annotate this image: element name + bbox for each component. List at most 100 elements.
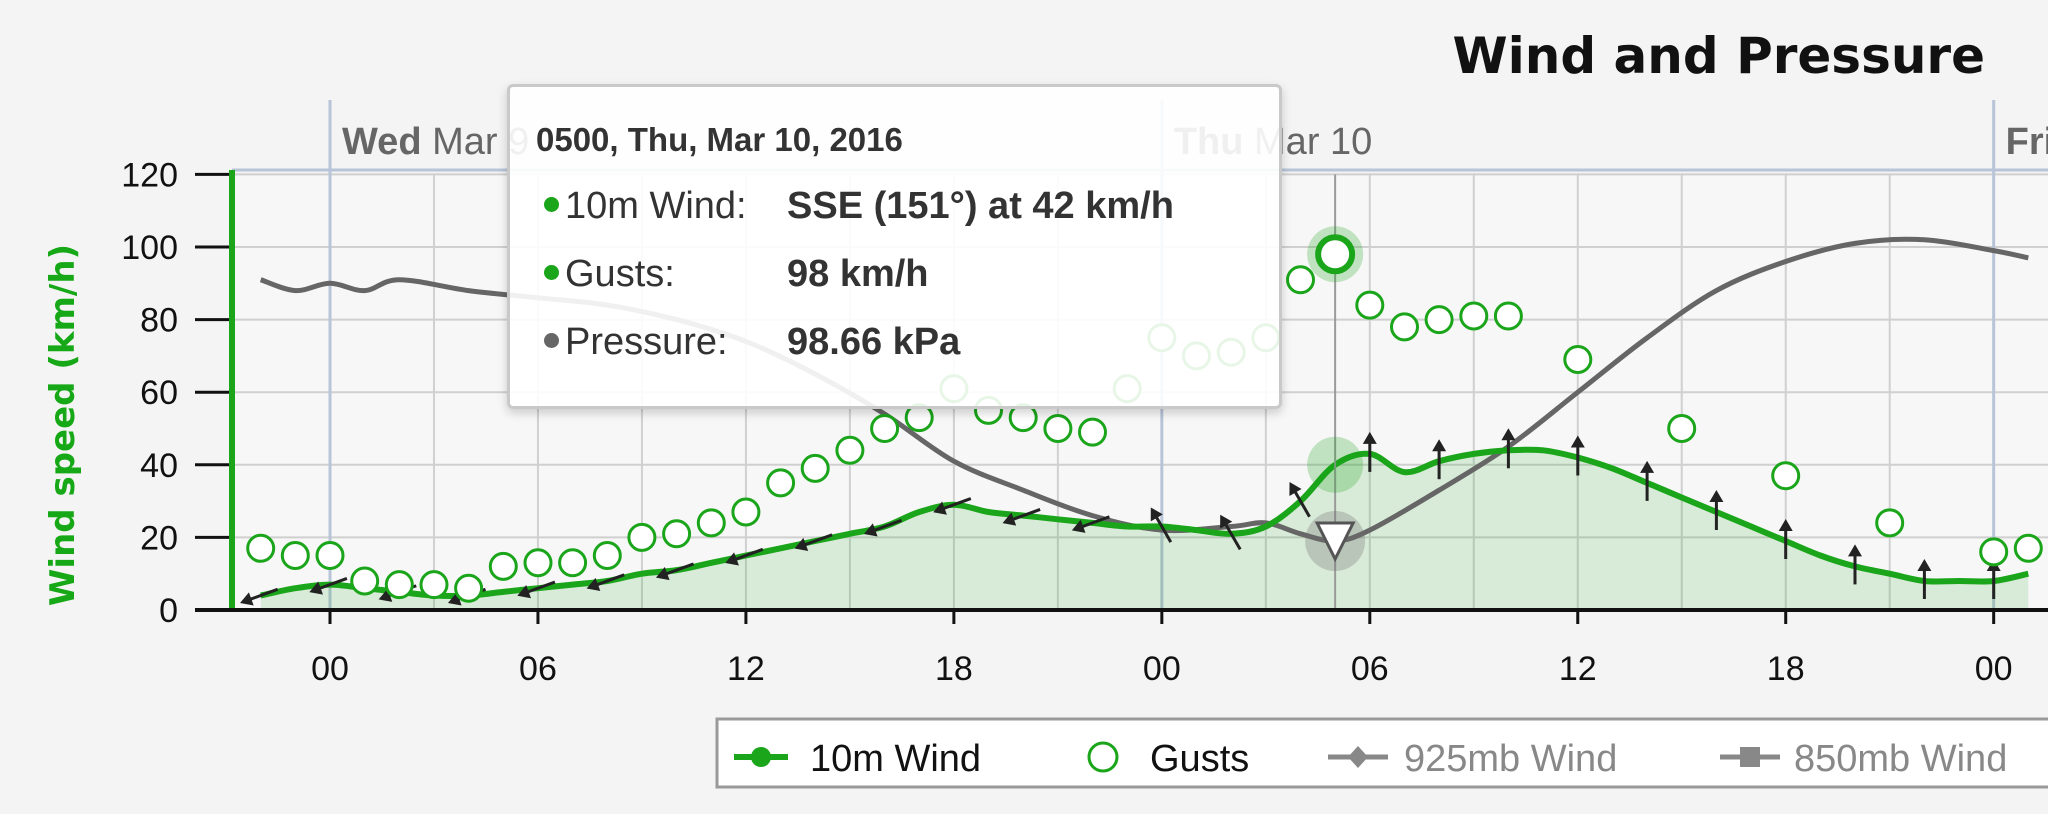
gust-point	[1667, 414, 1697, 443]
gust-point	[835, 435, 865, 465]
x-tick-label: 12	[727, 650, 765, 688]
pressure-dot-icon	[544, 333, 559, 349]
gust-point	[870, 414, 900, 443]
gust-point	[1424, 305, 1454, 335]
x-tick-label: 00	[1975, 650, 2013, 688]
gust-point	[1979, 537, 2009, 567]
y-axis-ticks: 0 20 40 60 80 100 120	[121, 156, 232, 630]
legend-item-10m-wind[interactable]: 10m Wind	[734, 738, 981, 780]
tooltip-wind-value: SSE (151°) at 42 km/h	[787, 185, 1174, 227]
x-tick-label: 00	[311, 650, 349, 688]
wind-arrow-icon	[1289, 482, 1311, 518]
tooltip-row-wind: 10m Wind: SSE (151°) at 42 km/h	[544, 185, 1174, 228]
x-tick-label: 06	[519, 650, 557, 688]
gust-point	[662, 519, 692, 549]
gust-point	[488, 551, 518, 581]
wind-arrow-icon	[1432, 439, 1447, 480]
day-header-weekday: Wed	[342, 121, 432, 163]
day-header-label: Fri	[2006, 121, 2048, 163]
wind-arrow-head	[1362, 431, 1377, 444]
gust-point	[558, 548, 588, 578]
wind-arrow-head	[1289, 482, 1302, 496]
legend-circle-icon	[1087, 741, 1119, 773]
wind-arrow-head	[1848, 544, 1862, 557]
y-tick-label: 0	[159, 592, 178, 630]
gust-point	[454, 573, 484, 603]
legend-item-850mb-wind[interactable]: 850mb Wind	[1720, 738, 2007, 780]
pressure-line	[259, 236, 2029, 544]
wind-arrow-head	[1432, 439, 1447, 452]
wind-arrow-head	[725, 552, 739, 566]
hover-markers	[1305, 174, 1366, 610]
wind-arrow-icon	[1501, 428, 1516, 469]
x-tick-label: 06	[1351, 650, 1389, 688]
day-header-label: Wed Mar 9	[342, 121, 529, 163]
hover-marker-pressure-triangle	[1314, 521, 1356, 563]
gust-point	[1390, 312, 1419, 342]
x-axis-ticks: 00 06 12 18 00 06 12 18 00	[311, 610, 2013, 688]
wind-arrow-icon	[1709, 490, 1724, 530]
wind-arrow-icon	[1570, 435, 1585, 476]
wind-arrow-icon	[1778, 519, 1793, 559]
wind-series	[240, 428, 2029, 606]
legend-item-925mb-wind[interactable]: 925mb Wind	[1328, 738, 1617, 780]
wind-arrow-icon	[1220, 514, 1242, 551]
wind-arrow-icon	[655, 562, 695, 581]
gust-point	[1875, 508, 1905, 538]
tooltip: 0500, Thu, Mar 10, 2016 10m Wind: SSE (15…	[507, 84, 1282, 409]
gust-point	[280, 541, 310, 570]
y-tick-label: 80	[140, 302, 178, 340]
wind-arrow-head	[794, 537, 809, 551]
gust-point	[1771, 461, 1801, 491]
gust-point	[766, 468, 796, 498]
legend-label-850mb-wind: 850mb Wind	[1794, 738, 2007, 780]
wind-arrow-head	[863, 523, 878, 537]
wind-arrow-head	[1501, 428, 1516, 441]
wind-arrow-icon	[309, 577, 348, 595]
legend: 10m Wind Gusts 925mb Wind 850mb Wind	[715, 717, 2048, 789]
wind-arrow-head	[1640, 460, 1655, 473]
gust-point	[627, 522, 657, 552]
wind-dot-icon	[544, 197, 559, 213]
gust-point	[1459, 301, 1489, 331]
legend-box	[715, 717, 2048, 789]
wind-arrow-head	[447, 592, 462, 606]
wind-arrow-icon	[1848, 544, 1862, 585]
y-axis-label: Wind speed (km/h)	[43, 244, 83, 606]
tooltip-row-gusts: Gusts: 98 km/h	[544, 253, 929, 296]
gust-point	[1563, 345, 1593, 374]
legend-label-10m-wind: 10m Wind	[810, 738, 981, 780]
wind-arrow-icon	[1150, 507, 1173, 543]
gust-point	[315, 541, 345, 570]
wind-arrow-icon	[1071, 515, 1110, 533]
wind-arrow-icon	[517, 580, 556, 599]
wind-arrow-head	[586, 577, 601, 591]
legend-dot-icon	[751, 747, 771, 767]
wind-arrow-icon	[240, 587, 279, 606]
wind-arrow-icon	[863, 518, 903, 537]
legend-label-gusts: Gusts	[1150, 738, 1249, 780]
y-tick-label: 60	[140, 374, 178, 412]
tooltip-wind-label: 10m Wind:	[565, 185, 747, 227]
gust-point	[384, 570, 414, 600]
gust-point	[1043, 414, 1073, 443]
day-header-weekday: Fri	[2006, 121, 2048, 163]
wind-arrow-head	[1220, 514, 1233, 529]
wind-arrow-head	[1071, 519, 1086, 533]
gust-dot-icon	[544, 265, 559, 281]
gust-point	[2013, 533, 2043, 563]
wind-arrow-icon	[933, 497, 972, 515]
wind-arrow-head	[1917, 559, 1932, 571]
wind-arrow-icon	[1362, 431, 1377, 472]
gust-point	[1355, 290, 1385, 320]
tooltip-gust-value: 98 km/h	[787, 253, 929, 295]
tooltip-pressure-value: 98.66 kPa	[787, 321, 961, 363]
wind-arrow-head	[309, 581, 323, 595]
legend-item-gusts[interactable]: Gusts	[1087, 738, 1249, 780]
tooltip-gust-label: Gusts:	[565, 253, 675, 295]
gust-point	[350, 566, 380, 596]
wind-arrow-head	[1570, 435, 1585, 448]
x-tick-label: 18	[1767, 650, 1805, 688]
gust-point	[1078, 417, 1107, 447]
wind-arrow-head	[378, 588, 393, 602]
